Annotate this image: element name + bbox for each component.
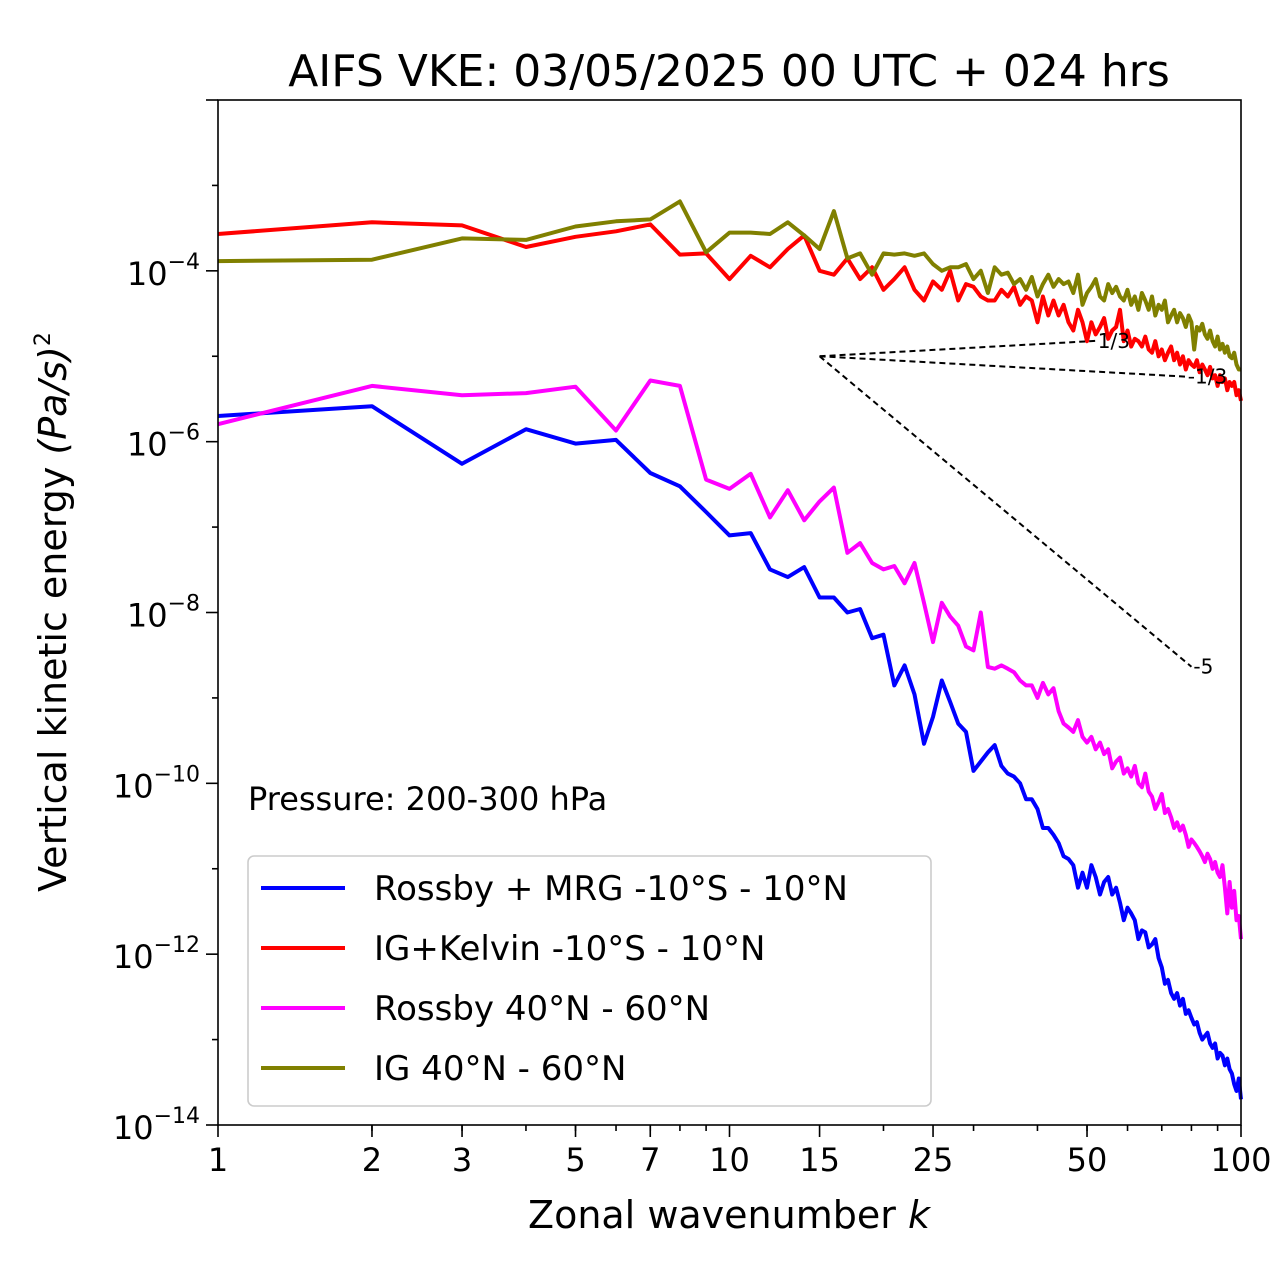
x-tick-label: 15: [799, 1141, 840, 1179]
slope-label-1: -1/3: [1188, 365, 1227, 389]
slope-label-2: -5: [1193, 655, 1213, 679]
reference-slopes: 1/3 -1/3 -5: [818, 329, 1227, 679]
y-tick-label: 10−6: [127, 421, 200, 464]
y-tick-label: 10−10: [113, 762, 200, 805]
x-axis-label: Zonal wavenumber k: [528, 1193, 932, 1237]
y-tick-label: 10−4: [127, 250, 200, 293]
y-axis-ticks: 10−14 10−12 10−10 10−8 10−6 10−4: [113, 99, 218, 1147]
slope-label-0: 1/3: [1098, 329, 1130, 353]
legend: Rossby + MRG -10°S - 10°N IG+Kelvin -10°S…: [247, 855, 932, 1107]
series-line-3: [217, 199, 1241, 372]
chart-title: AIFS VKE: 03/05/2025 00 UTC + 024 hrs: [288, 46, 1170, 97]
y-tick-label: 10−12: [113, 933, 200, 976]
y-tick-label: 10−8: [127, 592, 200, 635]
y-axis-label-unit: (Pa/s): [31, 346, 75, 454]
x-axis-label-variable: k: [908, 1193, 932, 1237]
x-tick-label: 10: [709, 1141, 750, 1179]
x-tick-label: 5: [565, 1141, 585, 1179]
slope-line-1: [819, 355, 1186, 378]
legend-label-3: IG 40°N - 60°N: [374, 1049, 626, 1089]
x-tick-label: 50: [1067, 1141, 1108, 1179]
series-line-1: [217, 220, 1243, 402]
x-tick-label: 25: [913, 1141, 954, 1179]
y-axis-label: Vertical kinetic energy (Pa/s)2: [31, 332, 75, 892]
y-axis-label-exponent: 2: [31, 332, 56, 346]
x-tick-label: 2: [362, 1141, 382, 1179]
slope-line-0: [819, 339, 1096, 358]
x-tick-label: 100: [1210, 1141, 1271, 1179]
legend-label-1: IG+Kelvin -10°S - 10°N: [374, 929, 765, 969]
x-axis-ticks: 1 2 3 5 7 10 15 25 50 100: [208, 1125, 1272, 1179]
y-axis-label-text: Vertical kinetic energy: [31, 467, 75, 892]
x-tick-label: 1: [208, 1141, 228, 1179]
y-tick-label: 10−14: [113, 1104, 200, 1147]
plot-lines: [217, 199, 1243, 1100]
legend-label-2: Rossby 40°N - 60°N: [374, 989, 710, 1029]
x-axis-label-text: Zonal wavenumber: [528, 1193, 896, 1237]
x-tick-label: 3: [452, 1141, 472, 1179]
slope-line-2: [818, 355, 1193, 668]
legend-box: [247, 855, 932, 1107]
x-tick-label: 7: [640, 1141, 660, 1179]
pressure-annotation: Pressure: 200-300 hPa: [248, 780, 607, 818]
series-line-2: [217, 378, 1243, 940]
series-line-0: [217, 404, 1243, 1100]
legend-label-0: Rossby + MRG -10°S - 10°N: [374, 869, 848, 909]
